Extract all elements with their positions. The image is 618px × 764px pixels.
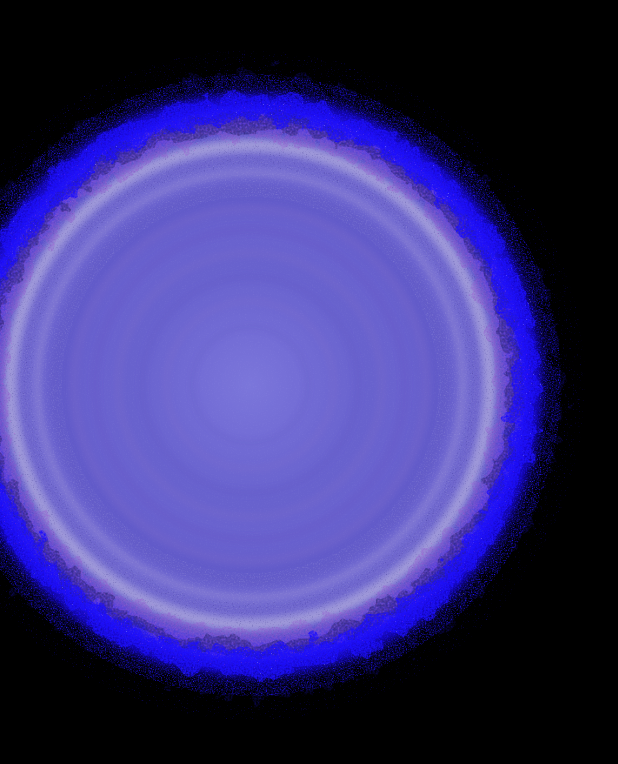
white-sparkles bbox=[0, 86, 549, 684]
blue-speckles-outer bbox=[0, 50, 585, 720]
inner-ring bbox=[90, 225, 410, 545]
inner-ring bbox=[162, 297, 338, 473]
inner-ring bbox=[69, 204, 431, 566]
inner-ring bbox=[188, 323, 312, 447]
glow-orb bbox=[0, 50, 585, 720]
inner-ring bbox=[113, 248, 387, 522]
magenta-speckles bbox=[0, 101, 534, 669]
inner-ring bbox=[137, 272, 363, 498]
